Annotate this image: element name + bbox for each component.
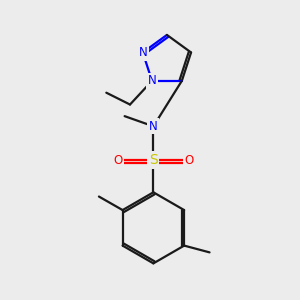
- Text: O: O: [113, 154, 122, 167]
- Text: O: O: [184, 154, 194, 167]
- Text: N: N: [148, 74, 156, 87]
- Text: N: N: [138, 46, 147, 59]
- Text: S: S: [149, 153, 158, 167]
- Text: N: N: [149, 120, 158, 133]
